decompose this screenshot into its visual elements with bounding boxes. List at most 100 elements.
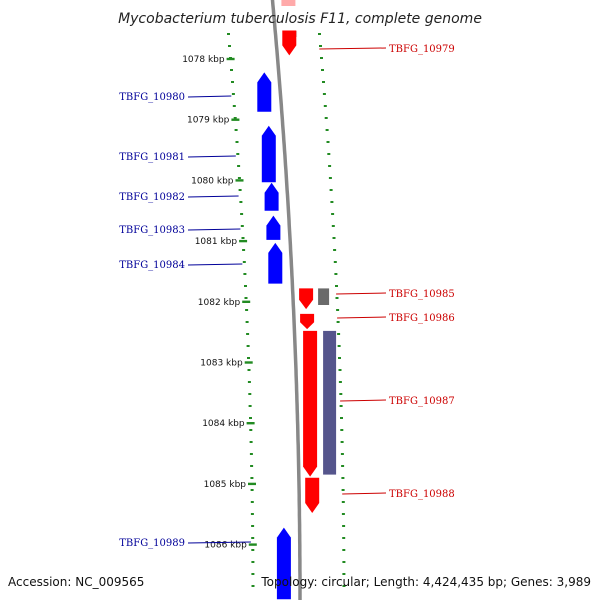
guide-dot [342, 573, 346, 575]
gene-label[interactable]: TBFG_10982 [119, 192, 185, 203]
tick-label: 1080 kbp [191, 176, 234, 186]
gene-label[interactable]: TBFG_10984 [119, 260, 185, 271]
guide-dot [250, 489, 254, 491]
label-leader [340, 399, 387, 402]
tick-label: 1079 kbp [187, 116, 230, 126]
guide-dot [251, 561, 255, 563]
topology-text: Topology: circular; Length: 4,424,435 bp… [260, 575, 591, 589]
tick-mark [248, 482, 256, 486]
guide-dot [250, 513, 254, 515]
guide-dot [242, 261, 246, 263]
guide-dot [340, 453, 344, 455]
guide-dot [341, 489, 345, 491]
guide-dot [249, 441, 253, 443]
guide-dot [233, 117, 237, 119]
guide-dot [251, 585, 255, 587]
guide-dot [334, 273, 338, 275]
guide-dot [337, 345, 341, 347]
guide-dot [237, 165, 241, 167]
guide-dot [228, 45, 231, 47]
gene-arrow-tbfg-10988 [305, 477, 320, 513]
guide-dot [341, 465, 345, 467]
gene-arrow-tbfg-10983 [266, 215, 281, 240]
guide-dot [340, 441, 344, 443]
tick-label: 1085 kbp [204, 480, 247, 490]
guide-dot [325, 129, 329, 131]
guide-dot [247, 369, 251, 371]
gene-label[interactable]: TBFG_10986 [389, 313, 455, 324]
guide-dot [322, 81, 325, 83]
guide-dot [237, 177, 241, 179]
guide-dot [324, 117, 328, 119]
guide-dot [249, 429, 253, 431]
guide-dot [331, 213, 335, 215]
guide-dot [244, 297, 248, 299]
guide-dot [335, 297, 339, 299]
guide-dot [248, 405, 252, 407]
tick-mark [248, 543, 257, 546]
label-leader [342, 492, 387, 495]
guide-dot [340, 429, 344, 431]
tick-mark [246, 422, 255, 425]
tick-label: 1084 kbp [202, 419, 245, 429]
gene-label[interactable]: TBFG_10985 [389, 289, 455, 300]
guide-dot [234, 129, 238, 131]
gene-label[interactable]: TBFG_10989 [119, 538, 185, 549]
guide-dot [341, 513, 345, 515]
tick-mark [226, 57, 235, 61]
guide-dot [333, 261, 337, 263]
guide-dot [342, 525, 346, 527]
guide-dot [342, 585, 346, 587]
guide-dot [332, 237, 336, 239]
guide-dot [247, 357, 250, 359]
guide-dot [251, 549, 255, 551]
guide-dot [327, 153, 331, 155]
tick-label: 1083 kbp [200, 359, 243, 369]
guide-dot [338, 381, 342, 383]
tick-label: 1081 kbp [195, 237, 238, 247]
gene-label[interactable]: TBFG_10980 [119, 92, 185, 103]
genome-backbone [270, 0, 302, 600]
guide-dot [335, 285, 338, 287]
guide-dot [227, 33, 230, 35]
guide-dot [251, 525, 255, 527]
tick-marks: 1078 kbp 1079 kbp 1080 kbp 1081 kbp 1082 kbp… [182, 55, 257, 551]
guide-dot [246, 345, 250, 347]
guide-dot [342, 561, 346, 563]
guide-dot [231, 81, 234, 83]
guide-dot [243, 273, 247, 275]
guide-dot [240, 213, 244, 215]
map-title: Mycobacterium tuberculosis F11, complete… [118, 11, 482, 27]
gene-arrows [257, 0, 320, 600]
cds-feature [323, 330, 337, 475]
accession-text: Accession: NC_009565 [8, 575, 144, 589]
partial-gene-arrow [281, 0, 296, 6]
guide-dot [330, 201, 334, 203]
gene-label[interactable]: TBFG_10983 [119, 225, 185, 236]
guide-dot [328, 177, 332, 179]
guide-dot [321, 69, 324, 71]
guide-dot [238, 189, 242, 191]
gene-label[interactable]: TBFG_10979 [389, 44, 455, 55]
gene-arrow-tbfg-10980 [257, 72, 272, 112]
gene-label[interactable]: TBFG_10987 [389, 396, 455, 407]
tick-mark [235, 179, 244, 182]
guide-dot [337, 333, 341, 335]
guide-dot [247, 381, 251, 383]
guide-dot [250, 501, 254, 503]
gene-arrow-tbfg-10979 [282, 30, 297, 56]
label-leader [319, 47, 387, 50]
gene-label[interactable]: TBFG_10988 [389, 489, 455, 500]
guide-dot [249, 453, 253, 455]
dotted-guides [227, 33, 346, 587]
guide-dot [328, 165, 332, 167]
gene-label[interactable]: TBFG_10981 [119, 152, 185, 163]
guide-dot [320, 57, 323, 59]
guide-dot [329, 189, 333, 191]
guide-dot [342, 537, 346, 539]
guide-dot [242, 249, 246, 251]
guide-dot [232, 105, 236, 107]
label-leader [337, 316, 387, 319]
label-leader [187, 228, 241, 231]
